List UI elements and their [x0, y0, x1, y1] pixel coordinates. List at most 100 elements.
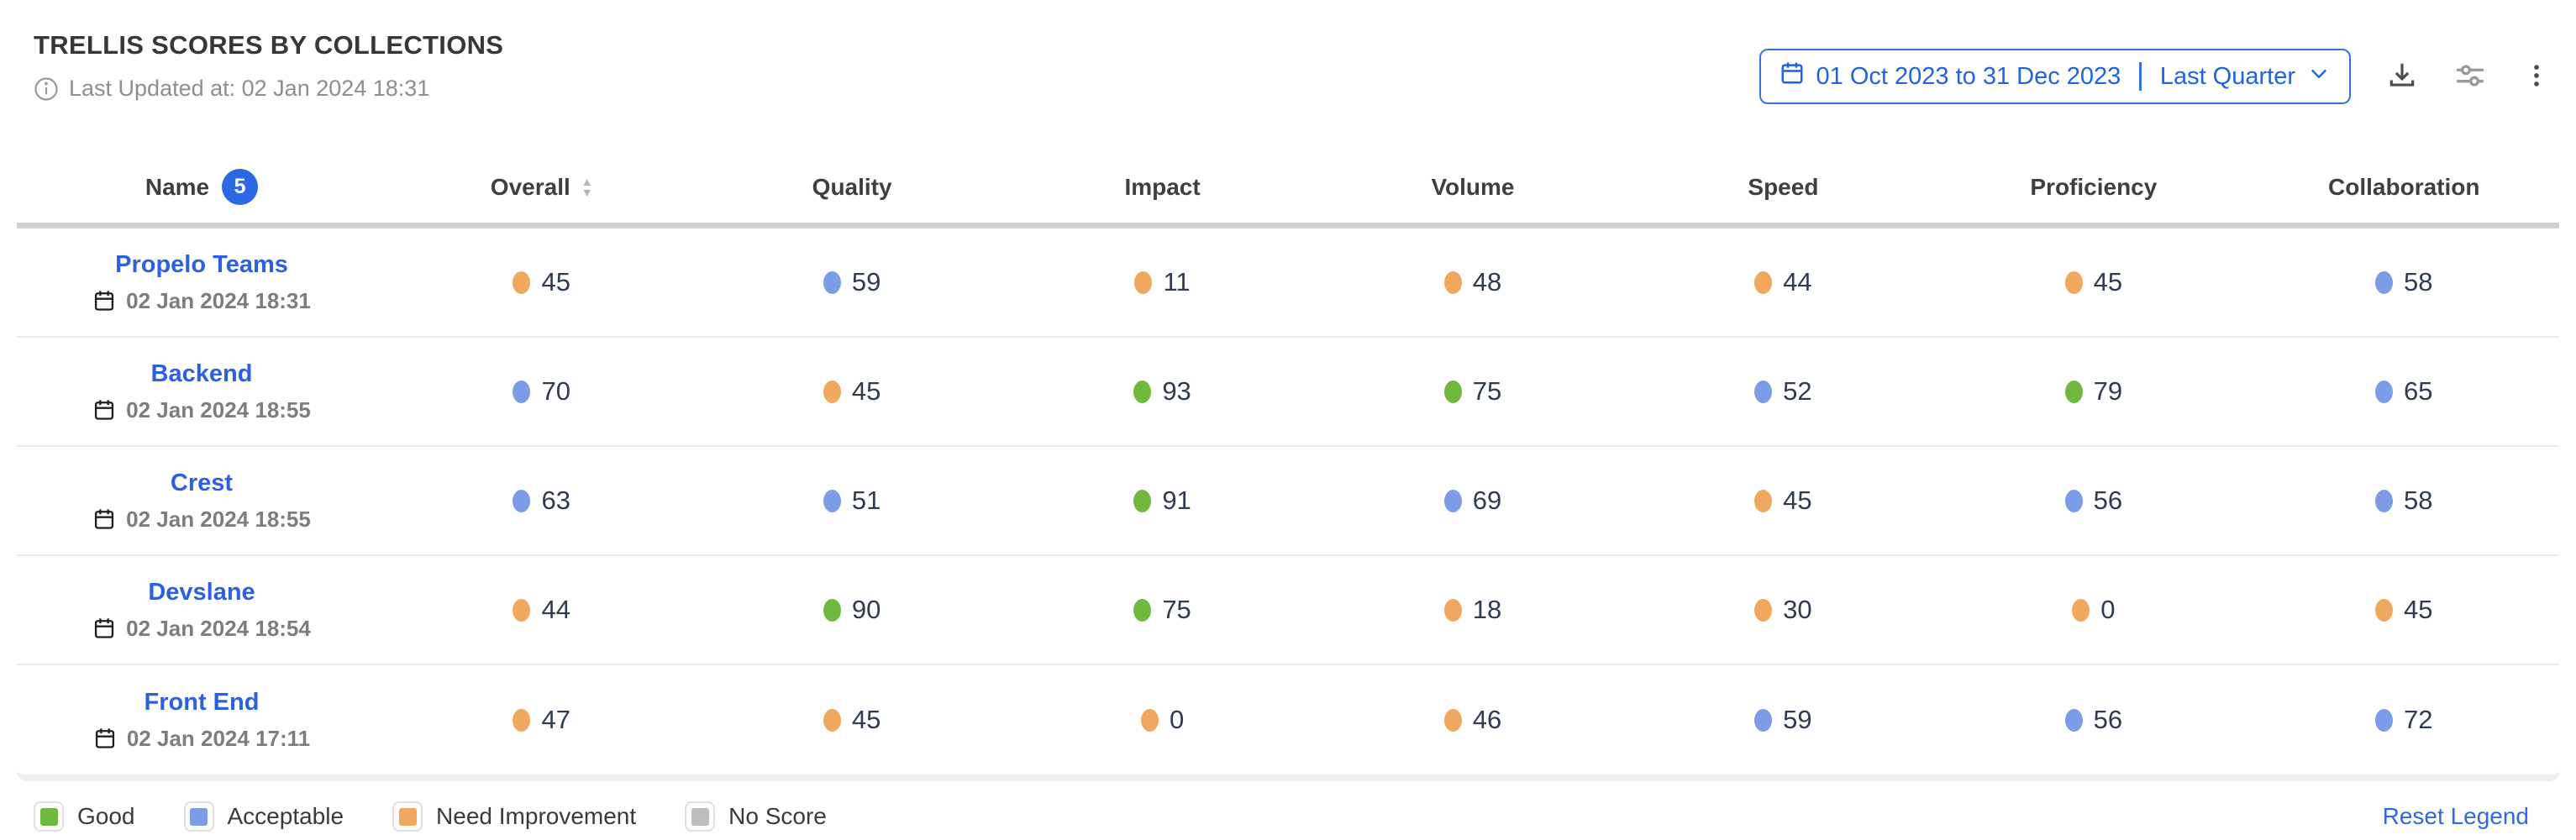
score-dot: [823, 380, 841, 403]
score-cell: 11: [1007, 267, 1317, 297]
score-dot: [1443, 270, 1462, 294]
row-updated-date: 02 Jan 2024 17:11: [93, 726, 310, 752]
score-value: 0: [2100, 595, 2116, 624]
more-options-button[interactable]: [2522, 60, 2551, 94]
sort-asc-icon: ▲: [581, 174, 593, 188]
score-dot: [1140, 708, 1159, 732]
legend-item-good[interactable]: Good: [34, 801, 135, 832]
collection-link[interactable]: Crest: [170, 469, 234, 496]
scores-table: Name 5 Overall ▲ ▼ Quality Impact Volume Speed Pr…: [17, 151, 2559, 781]
sort-icon[interactable]: ▲ ▼: [581, 176, 593, 198]
column-header-label: Volume: [1431, 173, 1515, 200]
score-value: 59: [851, 267, 881, 297]
legend-item-need_improvement[interactable]: Need Improvement: [392, 801, 636, 832]
sliders-icon: [2453, 59, 2487, 95]
last-updated-text: Last Updated at: 02 Jan 2024 18:31: [69, 76, 430, 101]
column-header-label: Quality: [812, 173, 892, 200]
kebab-menu-icon: [2522, 60, 2551, 94]
score-dot: [513, 489, 531, 512]
legend-label: No Score: [728, 803, 827, 829]
score-value: 91: [1162, 486, 1191, 515]
score-dot: [2375, 380, 2394, 403]
collection-link[interactable]: Propelo Teams: [115, 250, 288, 278]
legend-label: Acceptable: [227, 803, 344, 829]
score-value: 45: [541, 267, 570, 297]
page-title: TRELLIS SCORES BY COLLECTIONS: [34, 30, 504, 60]
column-header-overall[interactable]: Overall ▲ ▼: [386, 174, 697, 201]
table-body: Propelo Teams 02 Jan 2024 18:31 45 59 11 48…: [17, 228, 2559, 781]
score-value: 45: [851, 705, 881, 734]
score-dot: [2064, 380, 2083, 403]
legend-color-box: [685, 801, 716, 832]
score-value: 72: [2404, 705, 2433, 734]
score-dot: [1133, 489, 1152, 512]
column-header-impact: Impact: [1007, 174, 1317, 201]
row-updated-text: 02 Jan 2024 18:31: [126, 287, 311, 313]
score-dot: [1754, 598, 1773, 622]
column-header-collaboration: Collaboration: [2249, 174, 2559, 201]
score-dot: [823, 489, 841, 512]
row-updated-text: 02 Jan 2024 18:54: [126, 615, 311, 641]
score-value: 75: [1162, 595, 1191, 624]
column-header-label: Overall: [490, 173, 570, 200]
score-dot: [2375, 489, 2394, 512]
score-dot: [2375, 598, 2394, 622]
score-cell: 44: [1628, 267, 1938, 297]
legend-label: Need Improvement: [436, 803, 637, 829]
settings-button[interactable]: [2453, 59, 2487, 95]
calendar-icon: [92, 398, 116, 422]
score-value: 69: [1472, 486, 1502, 515]
legend-item-acceptable[interactable]: Acceptable: [183, 801, 344, 832]
date-range-picker[interactable]: 01 Oct 2023 to 31 Dec 2023 Last Quarter: [1759, 49, 2351, 104]
score-dot: [1754, 270, 1773, 294]
collection-link[interactable]: Front End: [144, 688, 260, 716]
score-value: 75: [1472, 376, 1502, 406]
score-cell: 58: [2249, 486, 2559, 516]
calendar-icon: [93, 727, 117, 750]
date-range-text: 01 Oct 2023 to 31 Dec 2023: [1816, 62, 2121, 90]
last-updated: Last Updated at: 02 Jan 2024 18:31: [34, 76, 503, 102]
score-value: 59: [1783, 705, 1812, 734]
widget-header-left: TRELLIS SCORES BY COLLECTIONS Last Updat…: [34, 30, 503, 102]
score-cell: 48: [1317, 267, 1627, 297]
score-dot: [2064, 489, 2083, 512]
calendar-icon: [92, 289, 116, 312]
column-header-proficiency: Proficiency: [1938, 174, 2248, 201]
score-dot: [1134, 270, 1153, 294]
collection-link[interactable]: Devslane: [148, 578, 255, 606]
score-value: 48: [1472, 267, 1502, 297]
row-updated-date: 02 Jan 2024 18:55: [92, 397, 311, 423]
date-picker-divider: [2139, 62, 2142, 91]
score-dot: [1443, 489, 1462, 512]
column-header-speed: Speed: [1628, 174, 1938, 201]
score-dot: [1754, 708, 1773, 732]
score-value: 0: [1169, 705, 1185, 734]
score-dot: [513, 380, 531, 403]
row-updated-text: 02 Jan 2024 18:55: [126, 396, 311, 423]
row-updated-date: 02 Jan 2024 18:55: [92, 507, 311, 533]
score-cell: 0: [1938, 595, 2248, 625]
legend-item-no_score[interactable]: No Score: [685, 801, 827, 832]
score-cell: 30: [1628, 595, 1938, 625]
column-header-volume: Volume: [1317, 174, 1627, 201]
reset-legend-link[interactable]: Reset Legend: [2382, 803, 2529, 829]
score-cell: 63: [386, 486, 697, 516]
score-cell: 58: [2249, 267, 2559, 297]
download-button[interactable]: [2386, 60, 2418, 94]
score-dot: [1133, 380, 1152, 403]
score-value: 45: [2404, 595, 2433, 624]
column-header-label: Speed: [1748, 173, 1819, 200]
score-value: 45: [2093, 267, 2123, 297]
score-value: 58: [2404, 486, 2433, 515]
score-dot: [1443, 708, 1462, 732]
row-updated-date: 02 Jan 2024 18:54: [92, 616, 311, 642]
legend-swatch: [398, 807, 417, 826]
score-cell: 51: [697, 486, 1007, 516]
score-cell: 18: [1317, 595, 1627, 625]
calendar-icon: [1780, 60, 1805, 92]
column-header-label: Collaboration: [2328, 173, 2480, 200]
score-value: 65: [2404, 376, 2433, 406]
collection-link[interactable]: Backend: [150, 360, 253, 387]
score-dot: [2375, 708, 2394, 732]
score-cell: 90: [697, 595, 1007, 625]
